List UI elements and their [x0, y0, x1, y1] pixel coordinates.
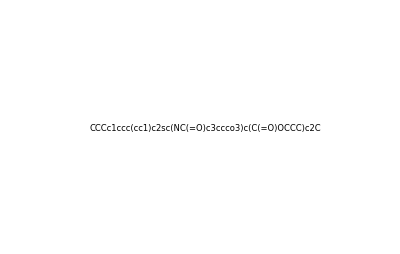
Text: CCCc1ccc(cc1)c2sc(NC(=O)c3ccco3)c(C(=O)OCCC)c2C: CCCc1ccc(cc1)c2sc(NC(=O)c3ccco3)c(C(=O)O… — [89, 124, 321, 133]
